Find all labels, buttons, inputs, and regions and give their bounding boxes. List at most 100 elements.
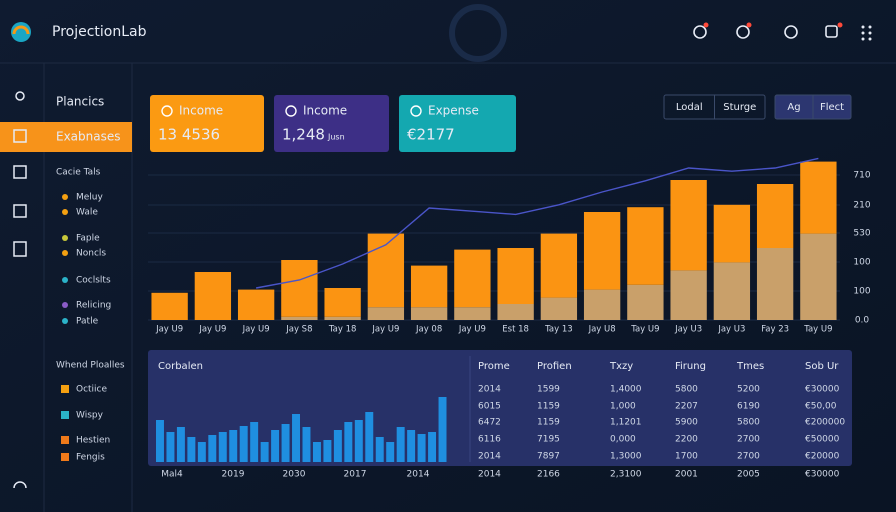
bar-segment [281, 316, 318, 320]
bar [292, 414, 300, 462]
card-icon [161, 105, 173, 117]
sidebar-item[interactable]: Relicing [76, 301, 111, 311]
sidebar-item[interactable]: Faple [76, 234, 100, 244]
sidebar-item[interactable]: Meluy [76, 193, 104, 203]
legend-dot [62, 209, 68, 215]
icon-bell[interactable] [693, 25, 707, 39]
nav-icon[interactable] [15, 91, 25, 101]
bar [354, 420, 363, 462]
table-cell: 2207 [675, 402, 698, 412]
table-cell: 5800 [737, 418, 760, 428]
bar [281, 424, 290, 462]
table-cell: 2700 [737, 452, 760, 462]
x-tick-label: Jay U9 [198, 325, 226, 335]
summary-card[interactable] [399, 95, 516, 152]
bar-segment [237, 289, 275, 320]
bar [438, 397, 447, 462]
legend-swatch [61, 453, 69, 461]
nav-item[interactable]: Exabnases [56, 130, 121, 144]
bar [229, 430, 238, 462]
panel-title: Corbalen [158, 361, 203, 372]
icon-clock[interactable] [784, 25, 798, 39]
table-cell: 2001 [675, 470, 698, 480]
card-label: Expense [428, 104, 479, 118]
header: ProjectionLab [0, 4, 896, 64]
bar-segment [583, 212, 621, 290]
summary-card[interactable] [274, 95, 389, 152]
bar [365, 412, 374, 462]
menu-icon[interactable] [861, 25, 872, 41]
nav-icon[interactable] [13, 481, 27, 489]
y-axis-label: 710 [853, 171, 870, 181]
legend-dot [62, 194, 68, 200]
nav-item[interactable]: Plancics [56, 95, 104, 109]
legend-dot [62, 318, 68, 324]
toggle-option[interactable]: Ag [787, 102, 800, 113]
bar-segment [324, 288, 361, 317]
toggle-option[interactable]: Lodal [676, 102, 703, 113]
bar-segment [410, 307, 448, 320]
sidebar-item[interactable]: Hestien [76, 436, 110, 446]
legend-dot [62, 235, 68, 241]
bar [239, 426, 248, 462]
x-tick-label: 2014 [407, 470, 430, 480]
x-tick-label: Jay U9 [458, 325, 486, 335]
x-tick-label: Jay U9 [371, 325, 399, 335]
bar-segment [800, 233, 837, 320]
table-cell: 1159 [537, 402, 560, 412]
bar-segment [713, 262, 751, 320]
summary-card[interactable] [150, 95, 264, 152]
sidebar-item[interactable]: Wispy [76, 411, 104, 421]
bar [344, 422, 353, 462]
x-tick-label: 2030 [283, 470, 306, 480]
bar-segment [670, 180, 707, 271]
icon-settings[interactable] [736, 25, 750, 39]
table-cell: 1,3000 [610, 452, 642, 462]
y-axis-label: 0.0 [855, 316, 870, 326]
table-cell: 2014 [478, 385, 501, 395]
table-cell: €20000 [805, 452, 840, 462]
bar-segment [454, 249, 491, 308]
toggle-option[interactable]: Flect [820, 102, 844, 113]
table-cell: €30000 [805, 470, 840, 480]
icon-share[interactable] [825, 25, 838, 38]
x-tick-label: Mal4 [161, 470, 183, 480]
nav-icon[interactable] [13, 241, 27, 257]
toggle-option[interactable]: Sturge [723, 102, 756, 113]
header-icons [693, 25, 838, 39]
bar-segment [324, 316, 361, 320]
trend-line [255, 157, 819, 289]
bar-segment [800, 161, 837, 234]
table-cell: €50,00 [805, 402, 837, 412]
table-cell: 1,1201 [610, 418, 642, 428]
x-tick-label: Jay U3 [717, 325, 745, 335]
sidebar-item[interactable]: Noncls [76, 249, 106, 259]
bar [187, 437, 196, 462]
bar-segment [713, 204, 751, 263]
nav-icon[interactable] [13, 204, 27, 218]
x-tick-label: Tay 18 [328, 325, 357, 335]
sidebar-item[interactable]: Coclslts [76, 276, 111, 286]
y-axis-label: 210 [853, 201, 870, 211]
table-header: Profien [537, 361, 572, 372]
nav-icon[interactable] [13, 165, 27, 179]
table-header: Prome [478, 361, 510, 372]
watermark [449, 4, 507, 62]
sidebar-item[interactable]: Fengis [76, 453, 105, 463]
sidebar-item[interactable]: Octiice [76, 385, 108, 395]
table-cell: 1599 [537, 385, 560, 395]
table-cell: €50000 [805, 435, 840, 445]
x-tick-label: Tay 13 [544, 325, 573, 335]
x-tick-label: Jay U9 [242, 325, 270, 335]
bar [333, 430, 342, 462]
bar-segment [540, 233, 578, 298]
bar-segment [367, 307, 405, 320]
nav-icon[interactable] [13, 129, 27, 143]
table-header: Txzy [609, 361, 633, 372]
sidebar-item[interactable]: Patle [76, 317, 99, 327]
table-cell: 7897 [537, 452, 560, 462]
active-nav[interactable] [0, 122, 132, 152]
y-axis-label: 530 [853, 229, 870, 239]
sidebar-item[interactable]: Wale [76, 208, 98, 218]
